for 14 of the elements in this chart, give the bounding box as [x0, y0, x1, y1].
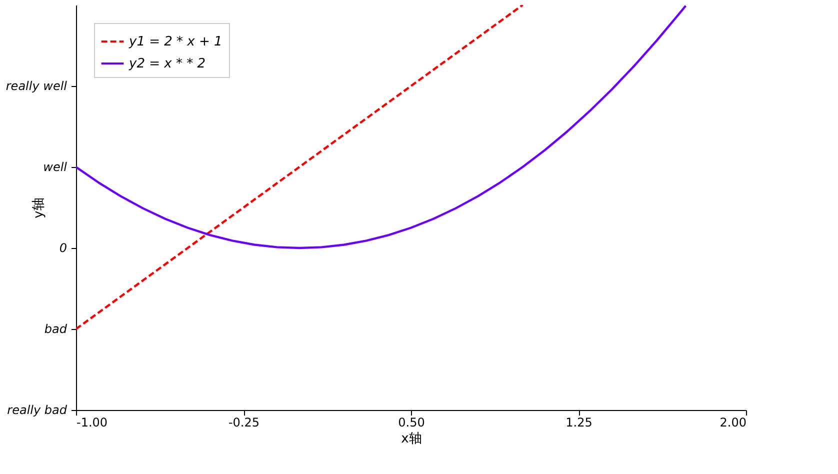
text: really bad	[7, 403, 68, 417]
text: 0	[59, 241, 68, 255]
legend-label: y1 = 2 * x + 1	[128, 34, 222, 50]
text: well	[43, 160, 68, 174]
x-tick-label: -0.25	[228, 416, 260, 430]
y-axis-title: y轴	[32, 198, 46, 218]
text: really well	[6, 79, 68, 93]
legend-label: y2 = x * * 2	[128, 56, 206, 72]
text: bad	[44, 322, 68, 336]
x-tick-label: 0.50	[398, 416, 425, 430]
x-tick-label: 1.25	[566, 416, 592, 430]
x-tick-label: 2.00	[720, 416, 746, 430]
x-axis-title: x轴	[401, 432, 422, 446]
x-tick-label: -1.00	[76, 416, 108, 430]
